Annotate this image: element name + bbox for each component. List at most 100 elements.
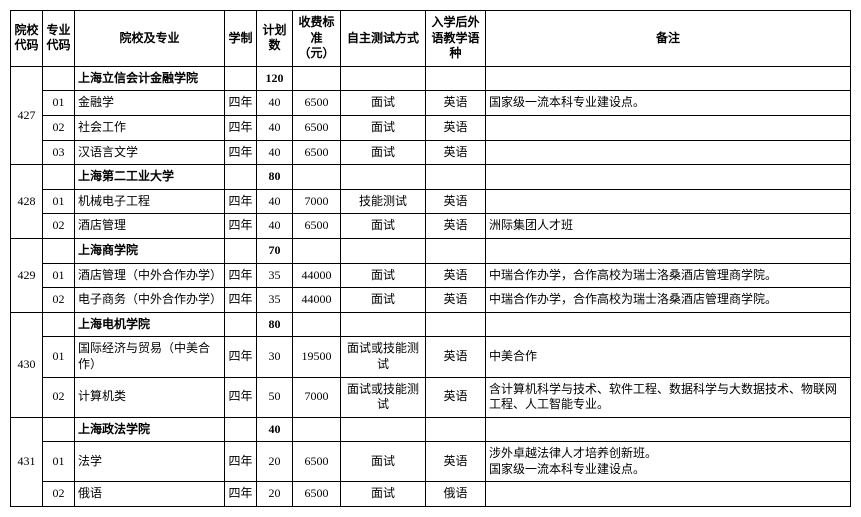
note-cell	[486, 312, 851, 337]
note-cell: 涉外卓越法律人才培养创新班。国家级一流本科专业建设点。	[486, 442, 851, 482]
duration-cell	[225, 238, 257, 263]
duration-cell	[225, 312, 257, 337]
major-name-cell: 俄语	[75, 482, 225, 507]
school-code-cell: 428	[11, 165, 43, 239]
duration-cell: 四年	[225, 263, 257, 288]
test-cell: 面试	[341, 91, 426, 116]
fee-cell	[293, 238, 341, 263]
major-code-cell: 02	[43, 377, 75, 417]
note-cell: 中瑞合作办学，合作高校为瑞士洛桑酒店管理商学院。	[486, 288, 851, 313]
test-cell: 面试	[341, 214, 426, 239]
major-code-cell: 01	[43, 189, 75, 214]
major-row: 02电子商务（中外合作办学）四年3544000面试英语中瑞合作办学，合作高校为瑞…	[11, 288, 851, 313]
major-code-cell: 02	[43, 214, 75, 239]
major-row: 01机械电子工程四年407000技能测试英语	[11, 189, 851, 214]
plan-cell: 35	[257, 288, 293, 313]
major-code-cell: 01	[43, 337, 75, 377]
school-name-cell: 上海商学院	[75, 238, 225, 263]
major-name-cell: 金融学	[75, 91, 225, 116]
note-cell	[486, 115, 851, 140]
major-row: 03汉语言文学四年406500面试英语	[11, 140, 851, 165]
major-code-cell	[43, 66, 75, 91]
major-code-cell: 01	[43, 263, 75, 288]
note-cell: 洲际集团人才班	[486, 214, 851, 239]
school-name-cell: 上海电机学院	[75, 312, 225, 337]
major-row: 01酒店管理（中外合作办学）四年3544000面试英语中瑞合作办学，合作高校为瑞…	[11, 263, 851, 288]
lang-cell: 英语	[426, 337, 486, 377]
major-row: 02俄语四年206500面试俄语	[11, 482, 851, 507]
duration-cell: 四年	[225, 442, 257, 482]
col-name: 院校及专业	[75, 11, 225, 67]
school-name-cell: 上海第二工业大学	[75, 165, 225, 190]
test-cell: 面试	[341, 115, 426, 140]
test-cell: 面试	[341, 482, 426, 507]
note-cell	[486, 238, 851, 263]
col-note: 备注	[486, 11, 851, 67]
fee-cell: 6500	[293, 482, 341, 507]
note-cell	[486, 66, 851, 91]
note-cell	[486, 189, 851, 214]
note-cell: 中美合作	[486, 337, 851, 377]
test-cell	[341, 66, 426, 91]
col-test: 自主测试方式	[341, 11, 426, 67]
plan-cell: 40	[257, 140, 293, 165]
test-cell: 面试	[341, 442, 426, 482]
duration-cell: 四年	[225, 115, 257, 140]
fee-cell: 7000	[293, 189, 341, 214]
duration-cell	[225, 165, 257, 190]
lang-cell: 俄语	[426, 482, 486, 507]
total-plan-cell: 40	[257, 417, 293, 442]
col-lang: 入学后外语教学语种	[426, 11, 486, 67]
plan-cell: 35	[257, 263, 293, 288]
plan-cell: 20	[257, 442, 293, 482]
admissions-table: 院校代码 专业代码 院校及专业 学制 计划数 收费标准（元） 自主测试方式 入学…	[10, 10, 851, 507]
test-cell	[341, 312, 426, 337]
test-cell	[341, 417, 426, 442]
test-cell: 技能测试	[341, 189, 426, 214]
lang-cell: 英语	[426, 288, 486, 313]
major-code-cell: 02	[43, 288, 75, 313]
fee-cell: 6500	[293, 140, 341, 165]
school-row: 430上海电机学院80	[11, 312, 851, 337]
major-row: 01国际经济与贸易（中美合作）四年3019500面试或技能测试英语中美合作	[11, 337, 851, 377]
plan-cell: 40	[257, 214, 293, 239]
total-plan-cell: 70	[257, 238, 293, 263]
plan-cell: 30	[257, 337, 293, 377]
lang-cell: 英语	[426, 214, 486, 239]
major-code-cell: 02	[43, 482, 75, 507]
total-plan-cell: 120	[257, 66, 293, 91]
major-name-cell: 汉语言文学	[75, 140, 225, 165]
lang-cell: 英语	[426, 189, 486, 214]
major-name-cell: 国际经济与贸易（中美合作）	[75, 337, 225, 377]
lang-cell: 英语	[426, 140, 486, 165]
note-cell: 含计算机科学与技术、软件工程、数据科学与大数据技术、物联网工程、人工智能专业。	[486, 377, 851, 417]
major-code-cell: 01	[43, 91, 75, 116]
major-code-cell	[43, 165, 75, 190]
school-row: 427上海立信会计金融学院120	[11, 66, 851, 91]
major-code-cell	[43, 417, 75, 442]
lang-cell	[426, 66, 486, 91]
duration-cell	[225, 66, 257, 91]
school-name-cell: 上海政法学院	[75, 417, 225, 442]
header-row: 院校代码 专业代码 院校及专业 学制 计划数 收费标准（元） 自主测试方式 入学…	[11, 11, 851, 67]
plan-cell: 20	[257, 482, 293, 507]
total-plan-cell: 80	[257, 165, 293, 190]
major-name-cell: 电子商务（中外合作办学）	[75, 288, 225, 313]
lang-cell	[426, 312, 486, 337]
major-row: 02社会工作四年406500面试英语	[11, 115, 851, 140]
duration-cell	[225, 417, 257, 442]
major-row: 01金融学四年406500面试英语国家级一流本科专业建设点。	[11, 91, 851, 116]
major-code-cell: 03	[43, 140, 75, 165]
note-cell	[486, 140, 851, 165]
duration-cell: 四年	[225, 91, 257, 116]
lang-cell: 英语	[426, 377, 486, 417]
lang-cell: 英语	[426, 91, 486, 116]
duration-cell: 四年	[225, 482, 257, 507]
fee-cell	[293, 165, 341, 190]
note-cell	[486, 165, 851, 190]
plan-cell: 40	[257, 189, 293, 214]
duration-cell: 四年	[225, 377, 257, 417]
fee-cell: 6500	[293, 91, 341, 116]
major-name-cell: 计算机类	[75, 377, 225, 417]
test-cell	[341, 238, 426, 263]
